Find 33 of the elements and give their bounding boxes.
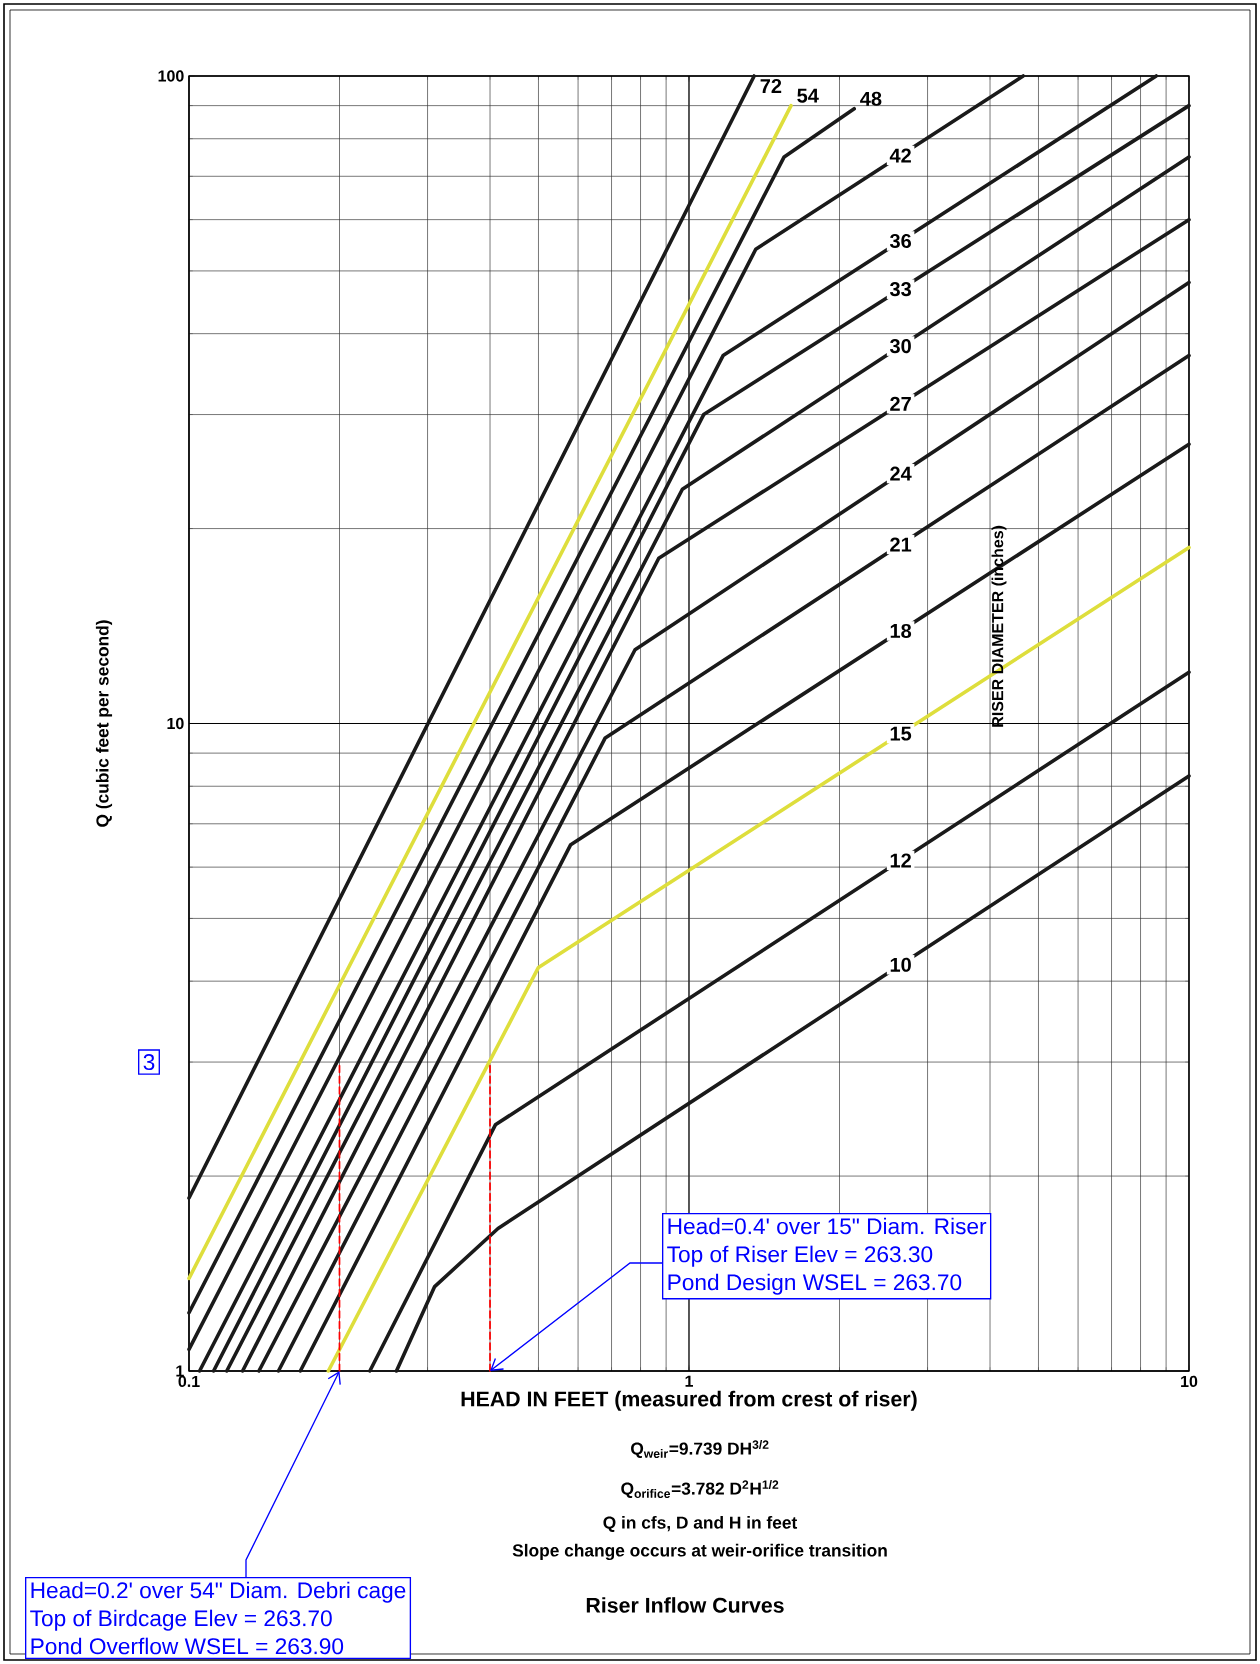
x-axis-title: HEAD IN FEET (measured from crest of riser) bbox=[461, 1390, 917, 1411]
series-label: 36 bbox=[889, 233, 911, 249]
text: Q in cfs, D and H in feet bbox=[603, 1516, 798, 1532]
y-tick-label: 100 bbox=[158, 70, 184, 82]
series-label: 12 bbox=[890, 853, 911, 868]
annotation: Pond Design WSEL = 263.70 bbox=[668, 1273, 962, 1295]
series-label: 21 bbox=[890, 537, 912, 552]
y-axis-title: Q (cubic feet per second) bbox=[95, 620, 113, 827]
text: Riser Inflow Curves bbox=[586, 1597, 784, 1613]
x-tick-label: 1 bbox=[685, 1375, 693, 1387]
text: Q$_{weir}$=9.739 DH$^{3/2}$ bbox=[631, 1440, 769, 1458]
annotation: Head=0.4' over 15" Diam. Riser bbox=[668, 1217, 987, 1235]
series-label: 33 bbox=[889, 282, 911, 297]
x-tick-label: 10 bbox=[1181, 1375, 1198, 1388]
y-tick-label: 10 bbox=[167, 717, 184, 730]
annotation: Head=0.2' over 54" Diam. Debri cage bbox=[31, 1581, 406, 1603]
series-label: 15 bbox=[890, 726, 912, 741]
series-label: 18 bbox=[890, 623, 912, 639]
text: 3 bbox=[143, 1054, 155, 1071]
series-label: 54 bbox=[797, 88, 819, 103]
series-label: 10 bbox=[890, 957, 911, 972]
text: Q$_{orifice}$=3.782 D$^{2}$H$^{1/2}$ bbox=[621, 1480, 779, 1498]
series-label: 27 bbox=[890, 396, 911, 411]
series-label: 42 bbox=[889, 148, 911, 163]
series-label: 24 bbox=[890, 466, 912, 481]
annotation: Top of Riser Elev = 263.30 bbox=[667, 1245, 933, 1267]
x-tick-label: 0.1 bbox=[178, 1375, 200, 1388]
text: Pond Overflow WSEL = 263.90 bbox=[31, 1637, 344, 1655]
text: Top of Birdcage Elev = 263.70 bbox=[30, 1609, 332, 1631]
text: Slope change occurs at weir-orifice transition bbox=[512, 1543, 887, 1561]
series-label: 30 bbox=[889, 339, 911, 354]
series-label: 48 bbox=[860, 91, 882, 106]
series-label: 72 bbox=[760, 78, 782, 93]
